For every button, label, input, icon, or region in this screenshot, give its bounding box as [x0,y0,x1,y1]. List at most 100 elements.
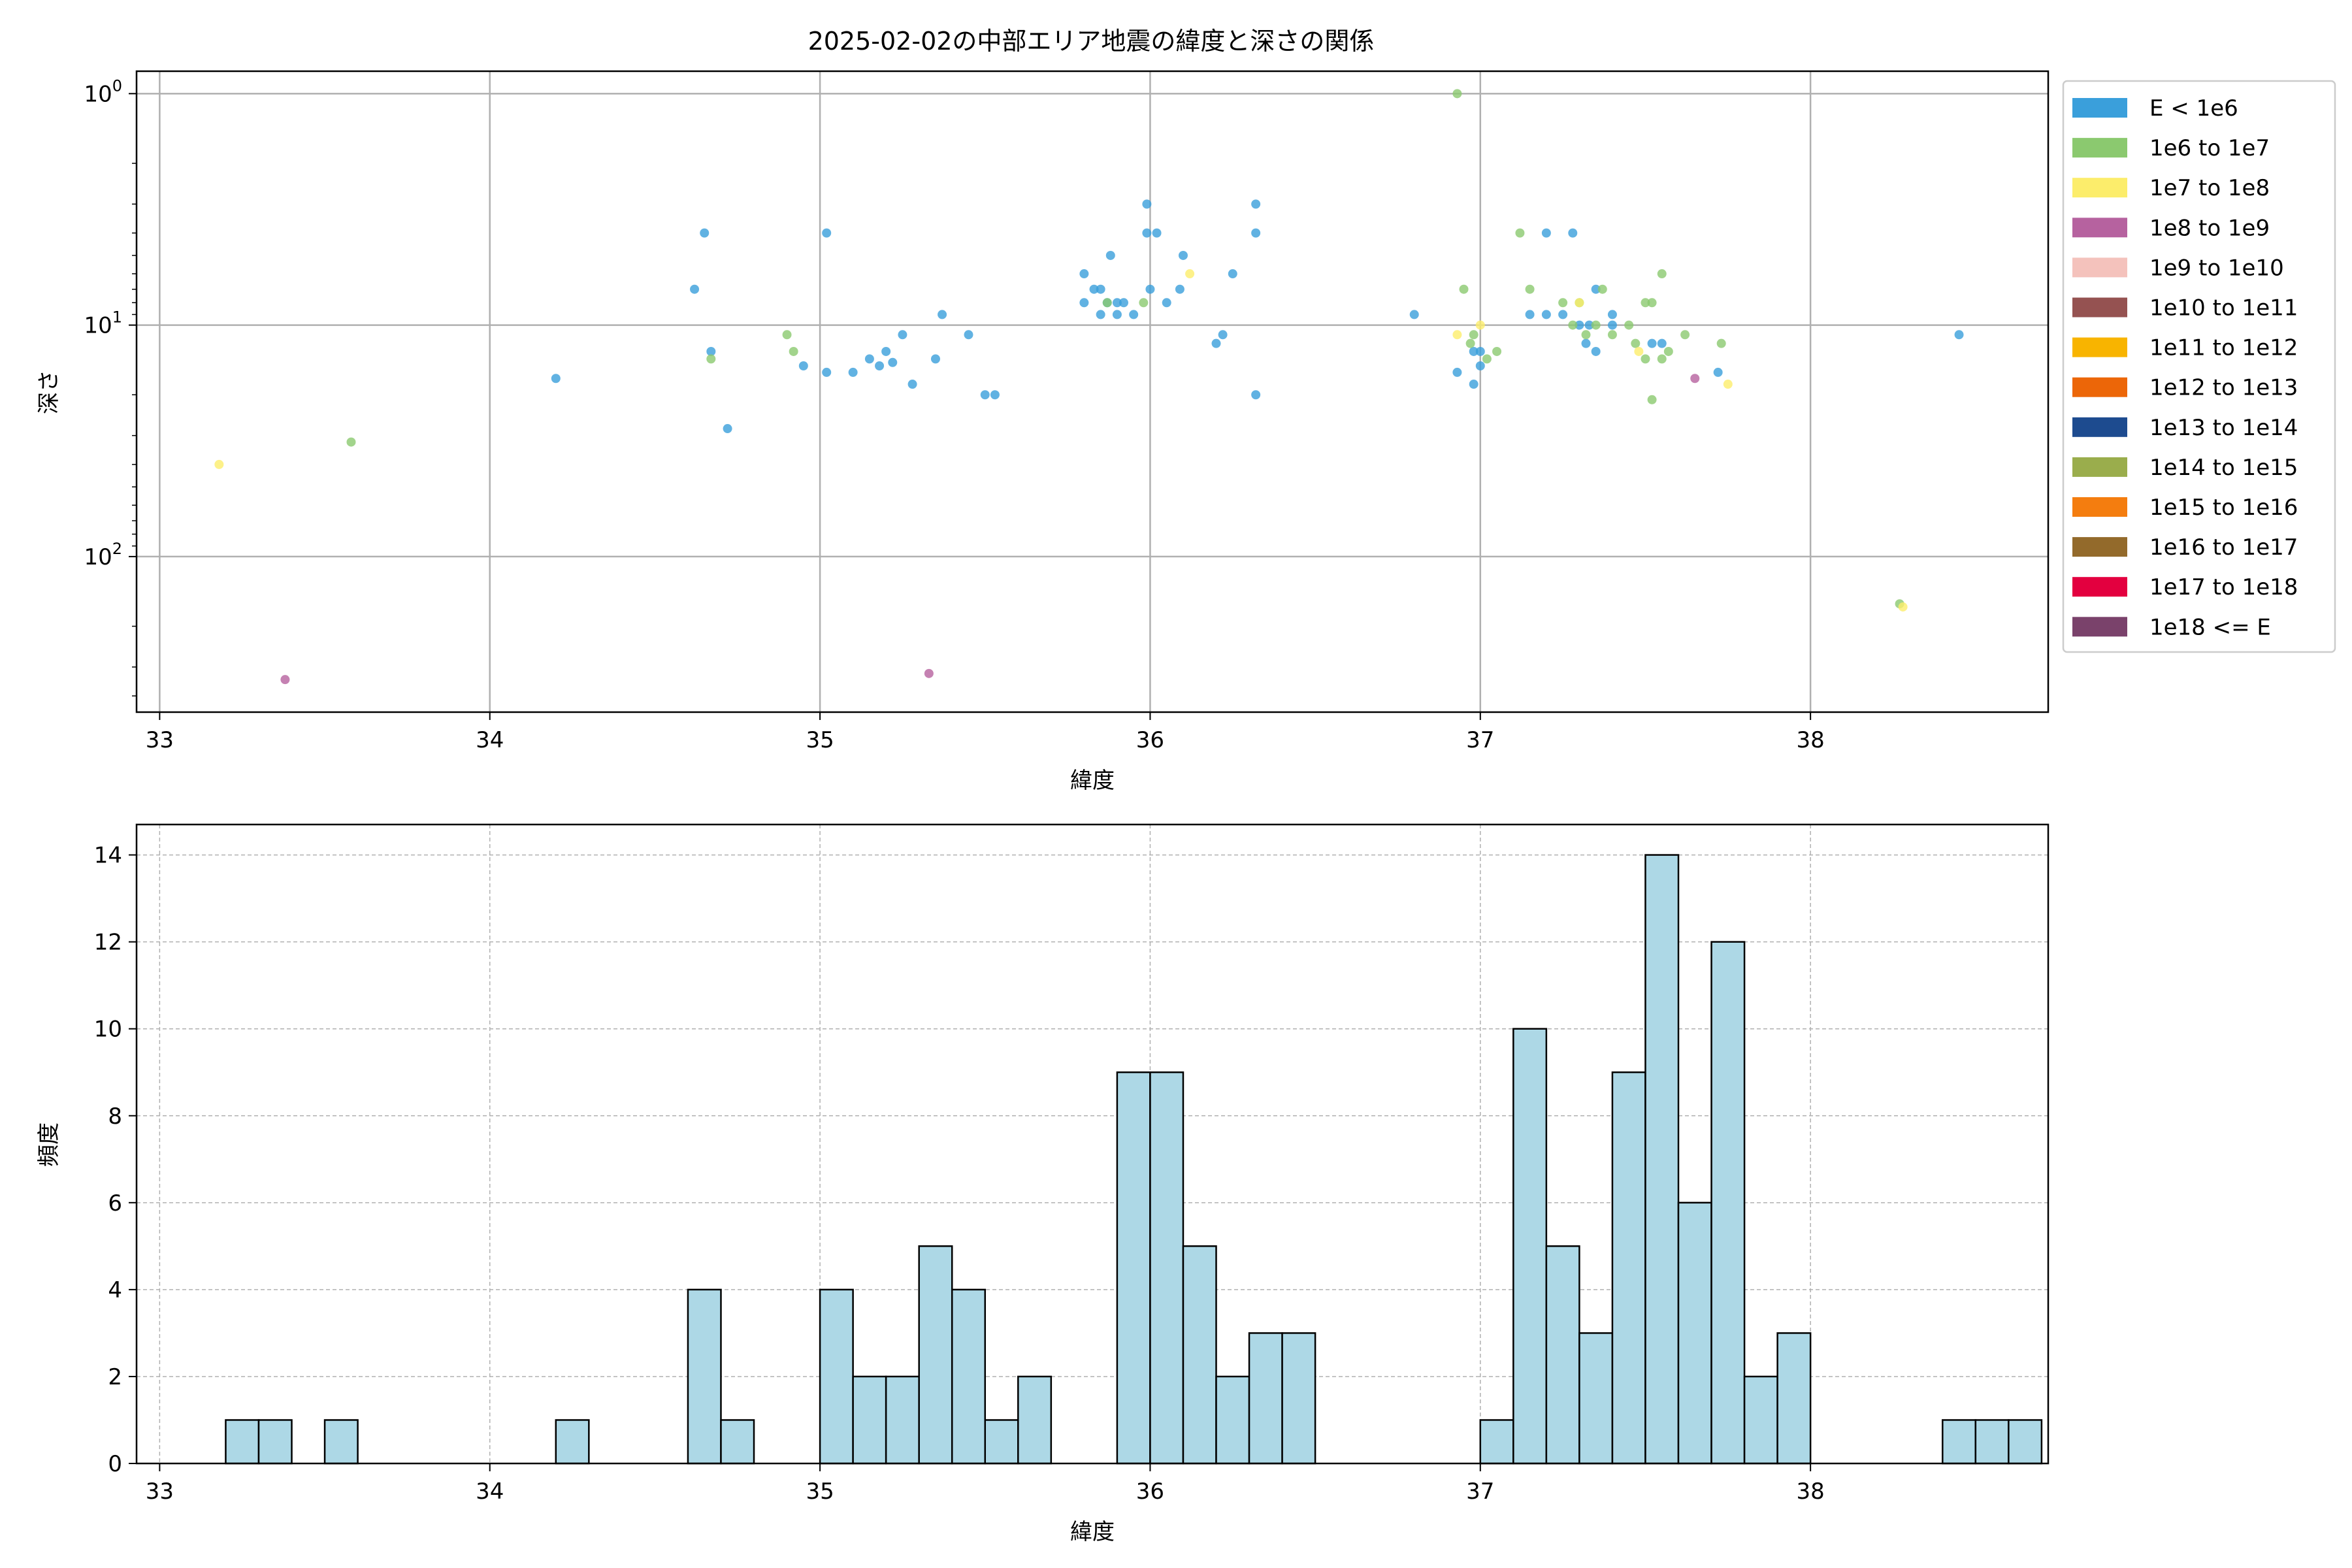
scatter-point [1591,284,1601,294]
scatter-point [1475,320,1485,330]
legend-swatch [2072,218,2127,238]
scatter-point [1584,320,1594,330]
scatter-point [1723,380,1733,389]
legend-swatch [2072,537,2127,557]
chart-title: 2025-02-02の中部エリア地震の緯度と深さの関係 [808,27,1375,56]
legend: E < 1e6 1e6 to 1e7 1e7 to 1e8 1e8 to 1e9 1e9… [2062,80,2336,653]
scatter-point [1251,390,1261,400]
histogram-panel: 33 34 35 36 37 38 0 2 4 6 8 10 12 14 緯度 頻度 [36,823,2050,1545]
histogram-bar [225,1419,260,1465]
histogram-bar [1743,1375,1778,1465]
scatter-point [1558,310,1568,319]
histogram-y-tick-label: 4 [108,1277,122,1303]
legend-label: 1e16 to 1e17 [2149,534,2298,561]
scatter-point [1607,320,1617,330]
legend-label: E < 1e6 [2149,95,2238,122]
histogram-x-ticks: 33 34 35 36 37 38 [146,1463,1825,1505]
histogram-bar [1182,1245,1217,1465]
scatter-point [1475,361,1485,370]
legend-swatch [2072,297,2127,318]
scatter-point [1713,367,1723,377]
scatter-point [888,357,898,367]
legend-swatch [2072,417,2127,437]
scatter-point [1096,310,1105,319]
scatter-point [1469,330,1478,340]
legend-label: 1e8 to 1e9 [2149,215,2270,241]
scatter-point [1475,346,1485,356]
scatter-point [1096,284,1105,294]
legend-label: 1e10 to 1e11 [2149,295,2298,321]
histogram-bar [1578,1332,1614,1465]
scatter-point [1185,269,1195,279]
histogram-bar [555,1419,590,1465]
scatter-point [1568,228,1578,238]
histogram-bar [1215,1375,1250,1465]
scatter-point [1657,354,1667,364]
scatter-x-ticks: 33 34 35 36 37 38 [146,712,1825,753]
scatter-point [1465,338,1475,348]
scatter-point [1525,310,1535,319]
histogram-y-ticks: 0 2 4 6 8 10 12 14 [94,843,137,1477]
scatter-point [822,367,832,377]
histogram-bar [2008,1419,2043,1465]
histogram-bar [720,1419,755,1465]
scatter-point [706,354,716,364]
histogram-bar [1710,941,1746,1465]
scatter-point [1575,298,1584,308]
histogram-x-tick-label: 38 [1797,1478,1825,1505]
scatter-point [1558,298,1568,308]
scatter-point [1145,284,1155,294]
legend-items: E < 1e6 1e6 to 1e7 1e7 to 1e8 1e8 to 1e9 1e9… [2072,95,2298,640]
scatter-point [1663,346,1673,356]
histogram-bar [1644,854,1680,1465]
scatter-point [822,228,832,238]
histogram-y-tick-label: 10 [94,1017,122,1043]
histogram-x-axis-label: 緯度 [1070,1519,1115,1545]
scatter-point [1139,298,1149,308]
scatter-point [864,354,874,364]
scatter-point [1647,298,1657,308]
scatter-point [798,361,808,370]
legend-label: 1e18 <= E [2149,614,2271,640]
scatter-point [723,424,732,434]
histogram-bar [1248,1332,1283,1465]
histogram-y-axis-label: 頻度 [36,1122,62,1167]
scatter-point [1459,284,1469,294]
scatter-point [1211,338,1221,348]
histogram-bar [1545,1245,1580,1465]
scatter-point [1680,330,1690,340]
scatter-y-ticks: 100 101 102 [84,76,137,696]
legend-swatch [2072,98,2127,118]
scatter-point [1119,298,1129,308]
scatter-point [1142,228,1152,238]
legend-swatch [2072,377,2127,397]
scatter-point [1607,310,1617,319]
histogram-bar [918,1245,953,1465]
scatter-panel: 33 34 35 36 37 38 100 101 102 緯度 深さ [36,70,2050,794]
scatter-point [700,228,710,238]
histogram-y-tick-label: 14 [94,843,122,869]
scatter-point [280,675,290,685]
histogram-bar [1942,1419,1977,1465]
scatter-point [907,380,917,389]
histogram-bar [687,1288,722,1465]
histogram-bar [885,1375,920,1465]
legend-label: 1e6 to 1e7 [2149,135,2270,161]
histogram-bar [1116,1071,1151,1465]
scatter-point [1175,284,1184,294]
scatter-point [1641,298,1650,308]
histogram-bar [1512,1028,1548,1465]
scatter-point [930,354,940,364]
scatter-x-tick-label: 34 [476,727,504,753]
scatter-point [1089,284,1099,294]
histogram-y-tick-label: 2 [108,1364,122,1390]
histogram-grid [137,825,2048,1464]
scatter-point [1568,320,1578,330]
legend-label: 1e11 to 1e12 [2149,335,2298,361]
histogram-bar [819,1288,854,1465]
scatter-point [1541,310,1551,319]
legend-label: 1e9 to 1e10 [2149,255,2284,281]
scatter-point [1112,298,1122,308]
scatter-point [1482,354,1492,364]
scatter-y-tick-label: 101 [84,308,122,339]
